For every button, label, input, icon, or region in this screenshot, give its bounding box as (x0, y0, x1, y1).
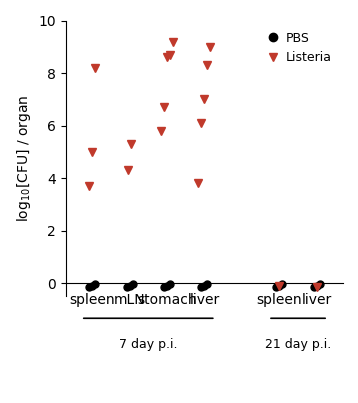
Text: 21 day p.i.: 21 day p.i. (265, 338, 331, 351)
Text: 7 day p.i.: 7 day p.i. (119, 338, 178, 351)
Y-axis label: log$_{10}$[CFU] / organ: log$_{10}$[CFU] / organ (15, 95, 33, 222)
Legend: PBS, Listeria: PBS, Listeria (262, 27, 337, 69)
